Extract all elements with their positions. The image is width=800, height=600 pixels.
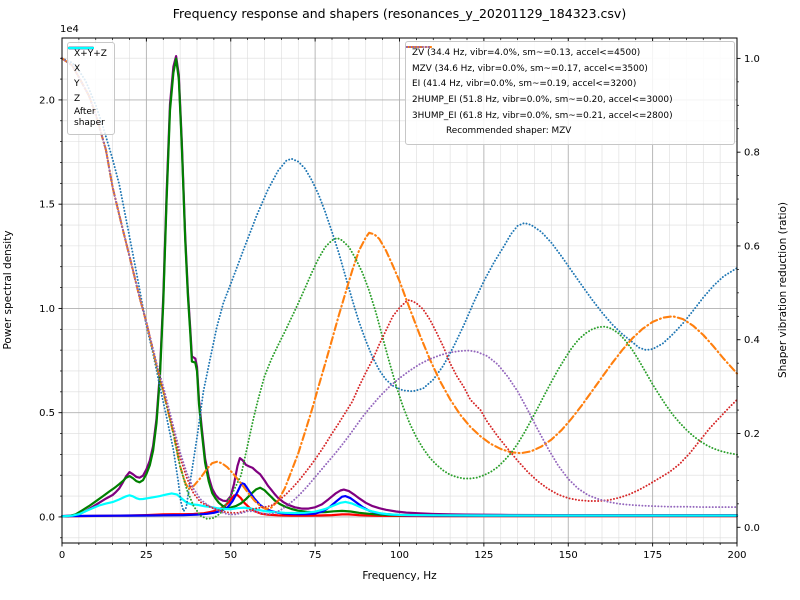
right-tick-label: 0.0 [744,523,760,534]
x-tick-label: 50 [224,550,237,561]
legend-label: Z [74,93,81,104]
shaper-curve-ei [61,57,738,520]
right-tick-label: 1.0 [744,54,760,65]
x-tick-label: 100 [390,550,409,561]
legend-item-3hump_ei: 3HUMP_EI (61.8 Hz, vibr=0.0%, sm~=0.21, … [406,46,727,124]
x-axis-label: Frequency, Hz [362,570,437,582]
legend-label: MZV (34.6 Hz, vibr=0.0%, sm~=0.17, accel… [412,63,648,74]
right-tick-label: 0.4 [744,335,760,346]
right-tick-label: 0.6 [744,241,760,252]
left-tick-label: 1.5 [39,200,55,211]
legend-label: ZV (34.4 Hz, vibr=4.0%, sm~=0.13, accel<… [412,48,641,59]
psd-curve-after-shaper [60,492,739,518]
psd-legend: X+Y+Z X Y Z After shaper [67,42,115,135]
legend-label: After shaper [74,107,105,129]
right-y-axis-label: Shaper vibration reduction (ratio) [777,201,789,379]
legend-line-sample [68,46,94,50]
y-axis-offset-label: 1e4 [60,24,79,35]
shaper-curve-zv [61,57,738,513]
left-tick-label: 0.5 [39,408,55,419]
legend-item-2hump_ei: 2HUMP_EI (51.8 Hz, vibr=0.0%, sm~=0.20, … [406,46,727,109]
legend-line-sample [406,46,432,48]
legend-label: Y [74,78,80,89]
x-tick-label: 150 [559,550,578,561]
legend-item-z: Z [68,46,107,107]
legend-item-x: X [68,46,107,77]
legend-label: 2HUMP_EI (51.8 Hz, vibr=0.0%, sm~=0.20, … [412,95,673,106]
legend-item-mzv: MZV (34.6 Hz, vibr=0.0%, sm~=0.17, accel… [406,45,727,78]
shaper-legend: ZV (34.4 Hz, vibr=4.0%, sm~=0.13, accel<… [405,41,735,145]
shaper-curve-mzv [60,57,739,511]
recommended-shaper-text: Recommended shaper: MZV [446,126,572,137]
legend-label: X+Y+Z [74,48,107,59]
left-tick-label: 2.0 [39,95,55,106]
legend-item-ei: EI (41.4 Hz, vibr=0.0%, sm~=0.19, accel<… [406,46,727,93]
x-tick-label: 200 [727,550,746,561]
x-tick-label: 125 [474,550,493,561]
legend-label: EI (41.4 Hz, vibr=0.0%, sm~=0.19, accel<… [412,79,637,90]
chart-title: Frequency response and shapers (resonanc… [172,6,627,21]
left-tick-label: 0.0 [39,512,55,523]
legend-item-zv: ZV (34.4 Hz, vibr=4.0%, sm~=0.13, accel<… [406,46,727,62]
legend-item-after-shaper: After shaper [68,46,107,130]
x-tick-label: 25 [140,550,153,561]
left-tick-label: 1.0 [39,304,55,315]
x-tick-label: 0 [59,550,65,561]
right-tick-label: 0.8 [744,148,760,159]
left-y-axis-label: Power spectral density [2,230,14,350]
legend-label: 3HUMP_EI (61.8 Hz, vibr=0.0%, sm~=0.21, … [412,110,673,121]
shaper-curve-3hump_ei [61,57,738,516]
x-tick-label: 75 [309,550,322,561]
x-tick-label: 175 [643,550,662,561]
legend-label: X [74,63,81,74]
legend-note: Recommended shaper: MZV [446,124,727,140]
legend-item-y: Y [68,46,107,92]
right-tick-label: 0.2 [744,429,760,440]
